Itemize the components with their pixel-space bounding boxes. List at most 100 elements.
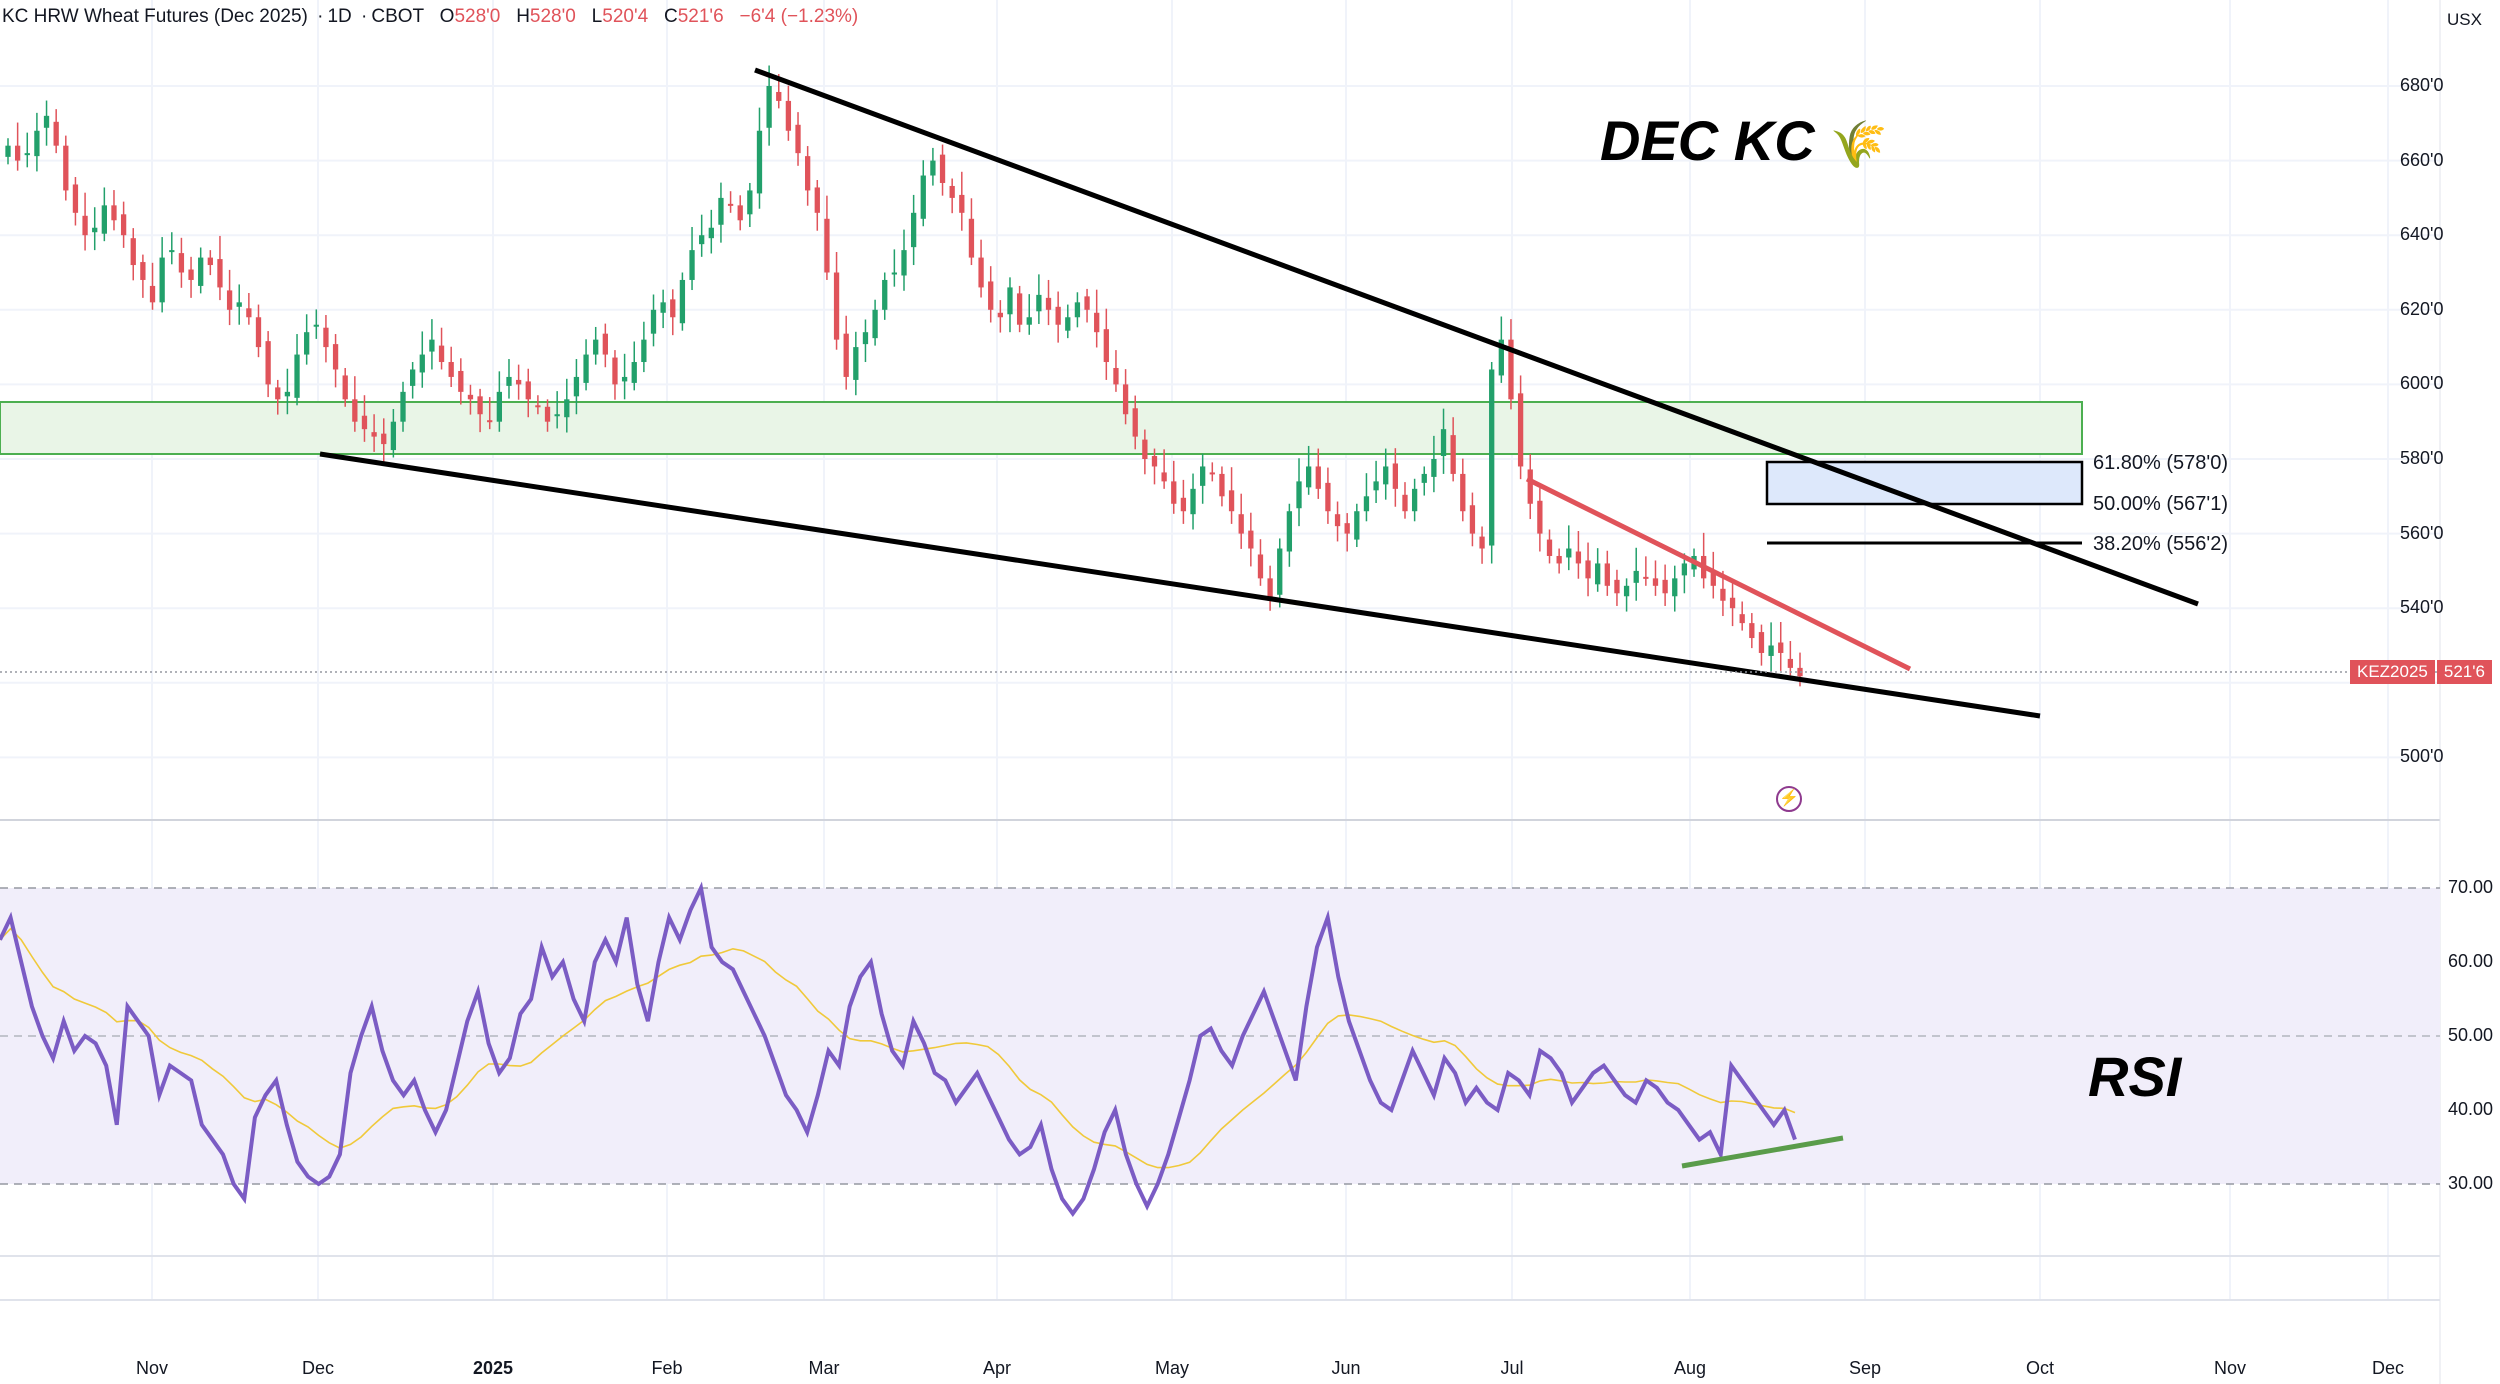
candle [901, 250, 907, 276]
candle [284, 391, 291, 397]
candle [101, 205, 107, 234]
candle [689, 250, 695, 280]
lower-trendline[interactable] [319, 451, 2041, 719]
chart-annotation-title[interactable]: DEC KC 🌾 [1600, 108, 1888, 173]
candle [1354, 511, 1360, 540]
candle [1431, 459, 1437, 477]
legend-header: KC HRW Wheat Futures (Dec 2025) · 1D · CBO… [2, 6, 859, 27]
candle [1383, 466, 1389, 485]
time-tick: Jul [1500, 1358, 1524, 1378]
red-trendline[interactable] [1525, 476, 1912, 672]
candle [207, 257, 213, 266]
candle [650, 309, 657, 334]
candle [1334, 514, 1341, 527]
candle [217, 259, 223, 288]
candle [1142, 439, 1148, 459]
candle [1778, 642, 1784, 653]
candle [776, 91, 782, 101]
last-price-tag: KEZ2025 521'6 [2350, 660, 2492, 684]
fib-zone-box[interactable] [1765, 460, 2084, 506]
time-tick: Aug [1673, 1358, 1707, 1378]
candle [891, 272, 898, 275]
candle [1710, 572, 1716, 586]
candle [747, 190, 753, 215]
candle [1411, 488, 1418, 512]
candle [246, 308, 252, 318]
candle [43, 115, 50, 128]
high-label: H [516, 6, 530, 27]
time-tick: Oct [2025, 1358, 2055, 1378]
candle [1373, 481, 1379, 491]
candle [1546, 539, 1553, 556]
candle [535, 405, 541, 408]
candle [554, 414, 560, 417]
candle [1248, 530, 1254, 549]
candle [1652, 578, 1659, 586]
candle [361, 415, 368, 430]
candle [198, 257, 204, 286]
candle [959, 194, 965, 213]
candle [1296, 481, 1302, 509]
rsi-line[interactable] [0, 881, 1797, 1218]
candle [429, 339, 435, 352]
symbol-name[interactable]: KC HRW Wheat Futures (Dec 2025) [2, 6, 308, 27]
candle [1161, 472, 1167, 482]
candle [1720, 588, 1726, 601]
candle [188, 269, 194, 280]
candle [843, 333, 849, 377]
exchange: CBOT [371, 6, 424, 27]
candle [1450, 435, 1456, 474]
candle [477, 396, 483, 415]
support-zone[interactable] [0, 401, 2083, 455]
candle [1277, 548, 1283, 595]
candle [496, 391, 503, 422]
candle [419, 354, 425, 373]
candle [1517, 393, 1524, 467]
candle [226, 290, 233, 310]
high-value: 528'0 [529, 6, 576, 27]
price-tick: 600'0 [2400, 373, 2444, 394]
candle [236, 302, 242, 307]
candle [92, 227, 98, 233]
candle [930, 160, 936, 176]
candle [1190, 488, 1196, 515]
candle [1479, 536, 1485, 549]
rsi-tick: 60.00 [2448, 951, 2494, 971]
lightning-circle-icon[interactable]: ⚡ [1776, 786, 1802, 812]
rsi-annotation-label[interactable]: RSI [2088, 1045, 2182, 1108]
upper-trendline[interactable] [754, 67, 2199, 607]
candle [323, 327, 329, 348]
rsi-ma-line[interactable] [0, 927, 1796, 1169]
candle [949, 185, 955, 198]
candlestick-series[interactable] [5, 65, 1803, 687]
interval[interactable]: 1D [327, 6, 352, 27]
candle [853, 347, 859, 380]
candle [660, 302, 666, 313]
candle [506, 376, 512, 386]
candle [1228, 490, 1235, 512]
candle [708, 227, 714, 239]
candle [1219, 473, 1225, 497]
close-value: 521'6 [677, 6, 724, 27]
candle [458, 370, 464, 392]
candle [785, 100, 792, 131]
candle [448, 362, 454, 377]
annotation-title-text: DEC KC [1600, 109, 1815, 172]
currency-label[interactable]: USX [2447, 10, 2482, 29]
candle [1662, 579, 1668, 594]
rsi-divergence-line[interactable] [1681, 1135, 1844, 1169]
candle [1026, 317, 1032, 325]
candle [544, 406, 551, 422]
candle [1575, 551, 1582, 564]
candle [1623, 585, 1630, 597]
candle [1122, 384, 1129, 415]
candle [1238, 514, 1244, 534]
candle [169, 250, 175, 253]
price-tag-symbol: KEZ2025 [2350, 660, 2435, 684]
candle [332, 344, 339, 370]
candle [1681, 563, 1688, 576]
time-tick: Mar [808, 1358, 840, 1378]
candle [1325, 482, 1331, 512]
candle [1489, 369, 1495, 546]
